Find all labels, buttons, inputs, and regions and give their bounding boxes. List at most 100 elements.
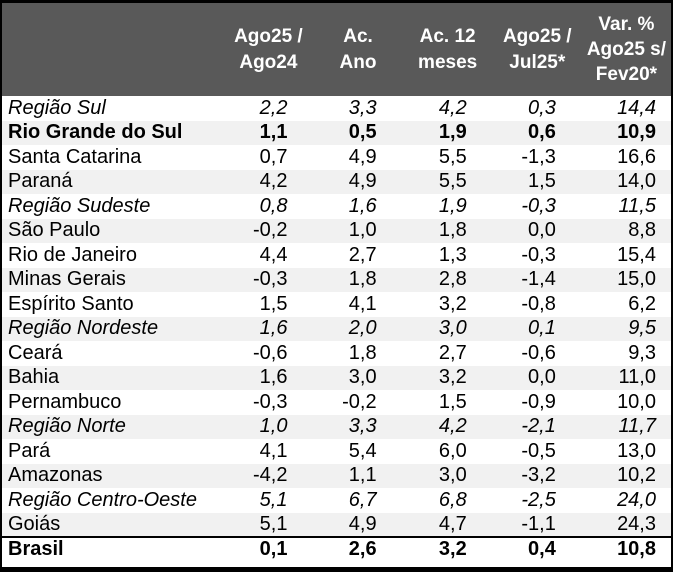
value-cell: 24,3: [617, 512, 656, 535]
value-cell: 5,1: [259, 512, 288, 535]
column-header-ac-12-meses: Ac. 12 meses: [402, 3, 493, 96]
value-cell: 3,0: [438, 317, 467, 340]
value-cell: 1,0: [259, 415, 288, 438]
table-body: Região Sul 2,2 3,3 4,2 0,3 14,4 Rio Gran…: [2, 96, 671, 562]
value-cell: 3,0: [438, 464, 467, 487]
row-label: Santa Catarina: [8, 145, 142, 168]
value-cell: 1,6: [259, 317, 288, 340]
value-cell: -1,3: [521, 145, 556, 168]
value-cell: 10,9: [617, 121, 656, 144]
row-label: Região Norte: [8, 415, 126, 438]
table-row: Espírito Santo 1,5 4,1 3,2 -0,8 6,2: [2, 292, 671, 317]
row-label: Pernambuco: [8, 390, 122, 413]
value-cell: 4,1: [259, 439, 288, 462]
table-row: Região Sudeste 0,8 1,6 1,9 -0,3 11,5: [2, 194, 671, 219]
value-cell: 4,2: [438, 415, 467, 438]
value-cell: -0,9: [521, 390, 556, 413]
value-cell: 1,3: [438, 243, 467, 266]
table-row: Rio de Janeiro 4,4 2,7 1,3 -0,3 15,4: [2, 243, 671, 268]
value-cell: 0,0: [528, 219, 556, 242]
table-row: Região Centro-Oeste 5,1 6,7 6,8 -2,5 24,…: [2, 488, 671, 513]
value-cell: -0,3: [252, 390, 288, 413]
row-label: Brasil: [2, 536, 224, 562]
value-cell: 4,9: [348, 145, 377, 168]
table-row: Bahia 1,6 3,0 3,2 0,0 11,0: [2, 365, 671, 390]
value-cell: 1,5: [528, 170, 556, 193]
value-cell: 5,4: [348, 439, 377, 462]
value-cell: 6,8: [438, 488, 467, 511]
value-cell: -0,6: [521, 341, 556, 364]
table-row: São Paulo -0,2 1,0 1,8 0,0 8,8: [2, 218, 671, 243]
value-cell: 3,2: [402, 536, 493, 562]
value-cell: -1,4: [521, 268, 556, 291]
value-cell: 16,6: [617, 145, 656, 168]
value-cell: 0,8: [259, 194, 288, 217]
value-cell: 1,1: [259, 121, 288, 144]
column-header-ago25-ago24: Ago25 / Ago24: [223, 3, 314, 96]
value-cell: 0,0: [528, 366, 556, 389]
value-cell: -0,8: [521, 292, 556, 315]
value-cell: 4,2: [438, 96, 467, 119]
value-cell: 5,1: [259, 488, 288, 511]
value-cell: 3,3: [348, 96, 377, 119]
value-cell: 14,4: [617, 96, 656, 119]
column-header-var-ago25-fev20: Var. % Ago25 s/ Fev20*: [581, 3, 671, 96]
row-label: Amazonas: [8, 464, 103, 487]
column-header-empty: [2, 3, 224, 96]
value-cell: 14,0: [617, 170, 656, 193]
column-header-ac-ano: Ac. Ano: [313, 3, 403, 96]
value-cell: 5,5: [438, 145, 467, 168]
table-row: Rio Grande do Sul 1,1 0,5 1,9 0,6 10,9: [2, 120, 671, 145]
value-cell: 15,0: [617, 268, 656, 291]
value-cell: 4,1: [348, 292, 377, 315]
row-label: Goiás: [8, 512, 61, 535]
table-header: Ago25 / Ago24 Ac. Ano Ac. 12 meses Ago25…: [2, 3, 671, 96]
value-cell: 2,0: [348, 317, 377, 340]
value-cell: 0,6: [528, 121, 556, 144]
value-cell: 1,6: [259, 366, 288, 389]
value-cell: -0,2: [252, 219, 288, 242]
value-cell: 8,8: [628, 219, 656, 242]
value-cell: 3,3: [348, 415, 377, 438]
value-cell: 6,0: [438, 439, 467, 462]
value-cell: 4,7: [438, 512, 467, 535]
value-cell: 2,7: [348, 243, 377, 266]
value-cell: -0,6: [252, 341, 288, 364]
table-row: Pará 4,1 5,4 6,0 -0,5 13,0: [2, 439, 671, 464]
table-row: Minas Gerais -0,3 1,8 2,8 -1,4 15,0: [2, 267, 671, 292]
value-cell: 1,5: [259, 292, 288, 315]
value-cell: 2,8: [438, 268, 467, 291]
value-cell: 3,2: [438, 366, 467, 389]
value-cell: 3,0: [348, 366, 377, 389]
row-label: Região Nordeste: [8, 317, 159, 340]
value-cell: 1,1: [348, 464, 377, 487]
value-cell: 11,7: [618, 415, 656, 438]
value-cell: -4,2: [252, 464, 288, 487]
value-cell: -1,1: [521, 512, 556, 535]
table-row: Paraná 4,2 4,9 5,5 1,5 14,0: [2, 169, 671, 194]
value-cell: 4,9: [348, 512, 377, 535]
column-header-ago25-jul25: Ago25 / Jul25*: [492, 3, 582, 96]
header-row: Ago25 / Ago24 Ac. Ano Ac. 12 meses Ago25…: [2, 3, 671, 96]
table-row: Brasil 0,1 2,6 3,2 0,4 10,8: [2, 536, 671, 562]
row-label: Paraná: [8, 170, 73, 193]
value-cell: 9,3: [628, 341, 656, 364]
row-label: São Paulo: [8, 219, 101, 242]
table-row: Santa Catarina 0,7 4,9 5,5 -1,3 16,6: [2, 145, 671, 170]
value-cell: 10,2: [617, 464, 656, 487]
value-cell: 1,0: [348, 219, 377, 242]
row-label: Ceará: [8, 341, 63, 364]
row-label: Região Centro-Oeste: [8, 488, 197, 511]
value-cell: 1,8: [438, 219, 467, 242]
value-cell: -0,3: [252, 268, 288, 291]
value-cell: -0,3: [521, 194, 556, 217]
row-label: Região Sudeste: [8, 194, 151, 217]
value-cell: 1,8: [348, 268, 377, 291]
value-cell: -0,2: [342, 390, 377, 413]
value-cell: 9,5: [628, 317, 656, 340]
value-cell: 2,2: [259, 96, 288, 119]
value-cell: 0,1: [528, 317, 556, 340]
value-cell: 1,9: [438, 121, 467, 144]
value-cell: 10,8: [581, 536, 671, 562]
value-cell: 11,0: [618, 366, 656, 389]
